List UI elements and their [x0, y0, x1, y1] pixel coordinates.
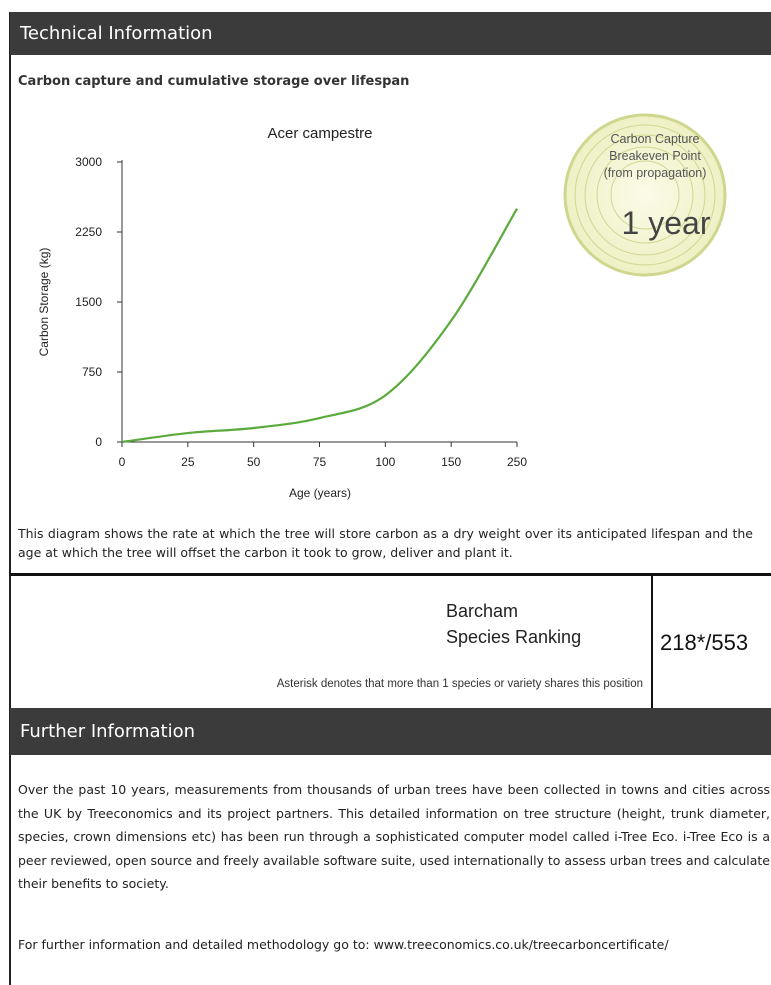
ranking-note: Asterisk denotes that more than 1 specie… — [276, 678, 643, 690]
x-tick-label: 0 — [119, 455, 126, 469]
x-tick-label: 50 — [247, 455, 261, 469]
chart: Carbon Capture Breakeven Point (from pro… — [37, 113, 727, 500]
y-tick-label: 1500 — [75, 295, 102, 309]
badge-text: Carbon Capture — [611, 132, 700, 146]
y-axis-label: Carbon Storage (kg) — [37, 248, 51, 357]
further-link: For further information and detailed met… — [18, 937, 669, 952]
x-axis-label: Age (years) — [289, 486, 351, 500]
ranking-label: Species Ranking — [446, 627, 582, 647]
divider — [10, 573, 771, 576]
y-tick-label: 2250 — [75, 225, 102, 239]
x-tick-label: 100 — [375, 455, 395, 469]
ranking-label: Barcham — [446, 601, 519, 621]
chart-title: Acer campestre — [267, 125, 372, 142]
further-paragraph: Over the past 10 years, measurements fro… — [18, 782, 771, 891]
description: This diagram shows the rate at which the… — [18, 526, 753, 560]
x-tick-label: 250 — [507, 455, 527, 469]
section-title: Technical Information — [20, 23, 213, 44]
y-tick-label: 750 — [82, 365, 102, 379]
x-tick-label: 75 — [313, 455, 327, 469]
y-tick-label: 3000 — [75, 155, 102, 169]
section-header: Further Information — [10, 708, 771, 755]
y-tick-label: 0 — [95, 435, 102, 449]
divider — [651, 576, 653, 708]
section-header: Technical Information — [10, 12, 771, 55]
badge-rings — [563, 113, 727, 277]
section-title: Further Information — [20, 721, 196, 742]
subtitle: Carbon capture and cumulative storage ov… — [18, 74, 410, 89]
badge-value: 1 year — [622, 205, 711, 241]
badge-text: Breakeven Point — [609, 149, 701, 163]
line-series — [121, 208, 518, 444]
badge-text: (from propagation) — [604, 166, 707, 180]
left-border — [9, 12, 11, 985]
ranking-value: 218*/553 — [660, 630, 749, 655]
x-tick-label: 150 — [441, 455, 461, 469]
x-tick-label: 25 — [181, 455, 195, 469]
